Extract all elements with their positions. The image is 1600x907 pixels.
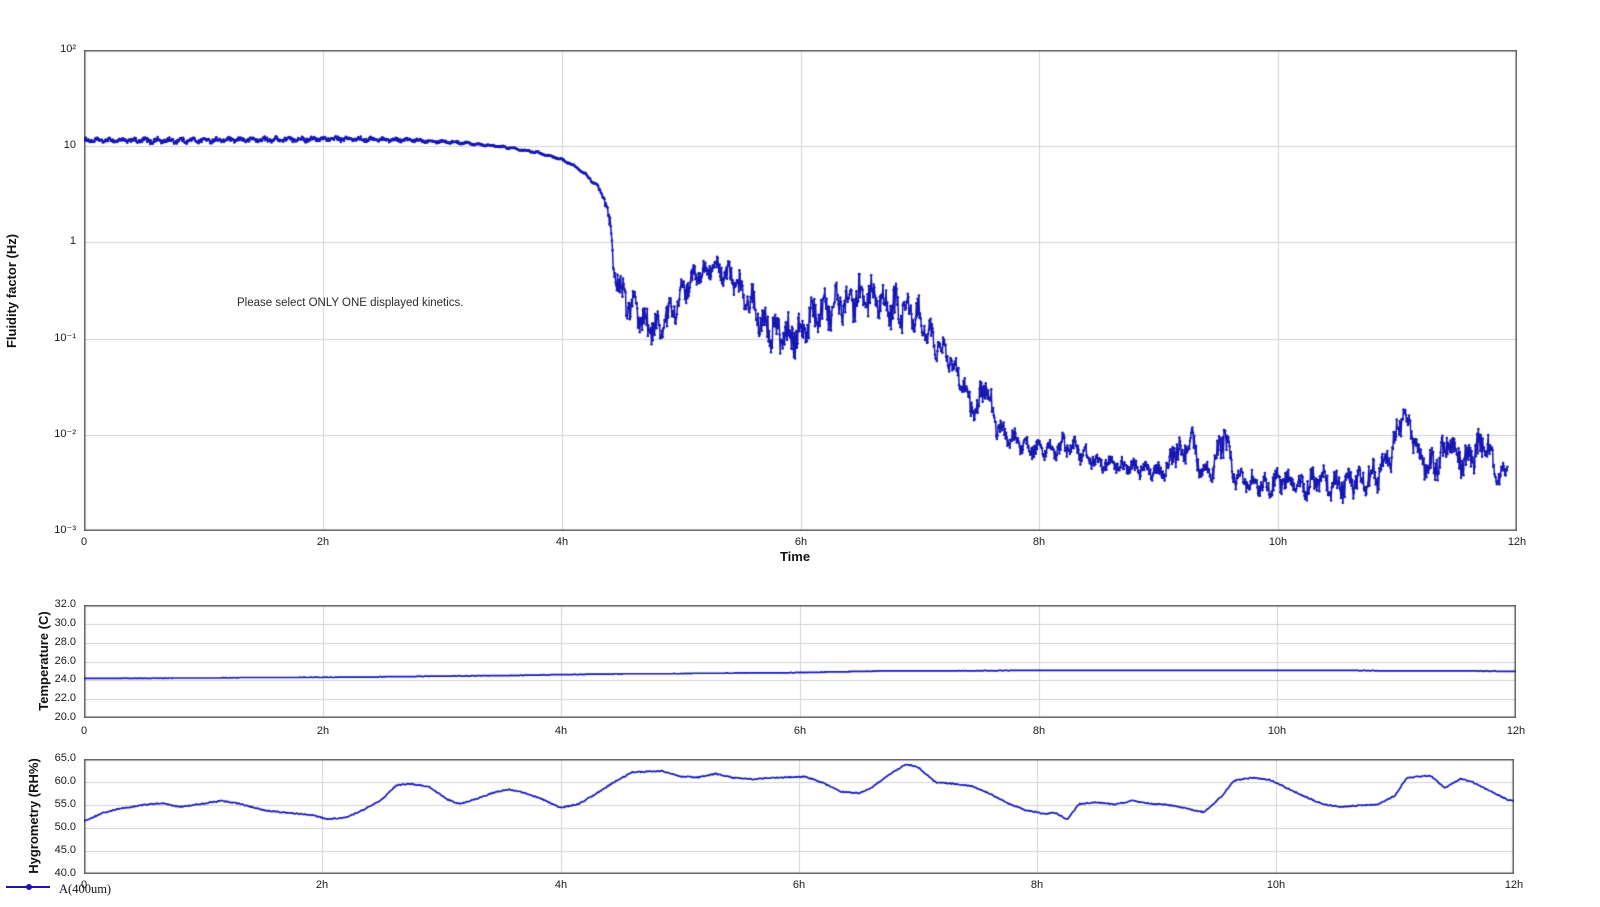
hygrometry-plot-canvas[interactable] <box>84 759 1514 874</box>
y-tick-label: 65.0 <box>54 752 76 764</box>
y-tick-label: 1 <box>69 235 76 247</box>
legend-item[interactable]: A(400um) <box>5 881 111 897</box>
y-tick-label: 55.0 <box>54 798 76 810</box>
x-tick-label: 8h <box>1030 879 1044 891</box>
x-tick-label: 12h <box>1507 536 1527 548</box>
x-tick-label: 6h <box>793 725 807 737</box>
y-tick-label: 10² <box>60 43 76 55</box>
x-tick-label: 10h <box>1268 536 1288 548</box>
x-tick-label: 4h <box>555 536 569 548</box>
x-tick-label: 6h <box>792 879 806 891</box>
y-tick-label: 20.0 <box>54 711 76 723</box>
y-tick-label: 50.0 <box>54 821 76 833</box>
y-tick-label: 24.0 <box>54 673 76 685</box>
x-tick-label: 4h <box>554 879 568 891</box>
y-tick-label: 60.0 <box>54 775 76 787</box>
y-tick-label: 22.0 <box>54 692 76 704</box>
y-tick-label: 10 <box>63 139 76 151</box>
y-tick-label: 45.0 <box>54 844 76 856</box>
x-tick-label: 0 <box>80 536 88 548</box>
y-tick-label: 10⁻¹ <box>54 332 76 344</box>
legend-line-marker-icon <box>5 880 51 898</box>
x-tick-label: 12h <box>1506 725 1526 737</box>
x-tick-label: 4h <box>554 725 568 737</box>
fluidity-y-axis-title: Fluidity factor (Hz) <box>4 233 19 349</box>
x-tick-label: 12h <box>1504 879 1524 891</box>
x-tick-label: 10h <box>1267 725 1287 737</box>
x-tick-label: 10h <box>1266 879 1286 891</box>
legend-series-label: A(400um) <box>59 881 112 896</box>
y-tick-label: 10⁻³ <box>54 524 76 536</box>
y-tick-label: 26.0 <box>54 655 76 667</box>
time-x-axis-title: Time <box>779 549 811 564</box>
y-tick-label: 10⁻² <box>54 428 76 440</box>
x-tick-label: 8h <box>1032 725 1046 737</box>
x-tick-label: 2h <box>315 879 329 891</box>
kinetics-selection-annotation: Please select ONLY ONE displayed kinetic… <box>237 297 464 309</box>
y-tick-label: 30.0 <box>54 617 76 629</box>
y-tick-label: 40.0 <box>54 867 76 879</box>
x-tick-label: 0 <box>80 725 88 737</box>
x-tick-label: 0 <box>80 879 88 891</box>
y-tick-label: 32.0 <box>54 598 76 610</box>
x-tick-label: 8h <box>1032 536 1046 548</box>
x-tick-label: 2h <box>316 725 330 737</box>
temperature-plot-canvas[interactable] <box>84 605 1516 718</box>
x-tick-label: 2h <box>316 536 330 548</box>
fluidity-plot-canvas[interactable] <box>84 50 1517 531</box>
y-tick-label: 28.0 <box>54 636 76 648</box>
x-tick-label: 6h <box>794 536 808 548</box>
